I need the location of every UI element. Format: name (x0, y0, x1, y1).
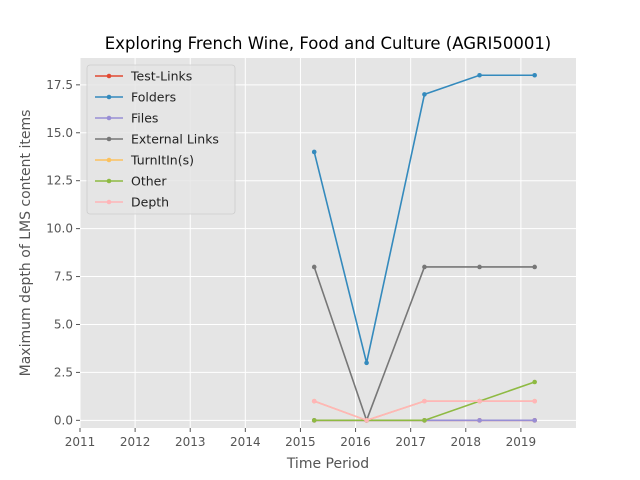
y-tick-label: 2.5 (54, 365, 73, 379)
x-tick-label: 2016 (340, 435, 371, 449)
legend-item: Depth (95, 195, 169, 210)
data-point-files (532, 418, 537, 423)
y-tick-label: 17.5 (46, 78, 73, 92)
data-point-folders (477, 72, 482, 78)
legend-swatch-marker (106, 115, 112, 121)
legend-label: Folders (131, 90, 176, 105)
data-point-external-links (422, 264, 427, 270)
legend-label: Depth (131, 195, 169, 210)
data-point-other (532, 379, 537, 385)
y-tick-label: 15.0 (46, 126, 73, 140)
legend-label: Files (131, 111, 158, 126)
legend-item: Folders (95, 90, 176, 105)
legend-item: Other (95, 174, 167, 189)
legend-item: TurnItIn(s) (95, 153, 194, 168)
legend-swatch-marker (106, 157, 112, 163)
x-tick-label: 2015 (285, 435, 316, 449)
x-tick-label: 2019 (506, 435, 537, 449)
x-axis-ticks: 2011 2012 2013 2014 2015 2016 2017 2018 2019 (65, 428, 536, 449)
data-point-depth (532, 398, 537, 404)
data-point-depth (422, 398, 427, 404)
data-point-other (311, 418, 317, 423)
data-point-folders (422, 92, 427, 97)
y-axis-label: Maximum depth of LMS content items (18, 110, 34, 377)
x-tick-label: 2013 (175, 435, 206, 449)
legend: Test-Links Folders Files External Links Turn… (86, 64, 236, 215)
data-point-folders (364, 360, 369, 366)
x-axis-label: Time Period (286, 456, 369, 472)
data-point-folders (311, 149, 317, 155)
y-tick-label: 5.0 (54, 317, 73, 331)
x-tick-label: 2018 (451, 435, 482, 449)
legend-swatch-marker (106, 94, 112, 100)
legend-item: External Links (95, 132, 219, 147)
legend-label: Other (131, 174, 167, 189)
x-tick-label: 2011 (65, 435, 96, 449)
data-point-folders (532, 72, 537, 78)
y-tick-label: 7.5 (54, 270, 73, 284)
data-point-external-links (532, 264, 537, 270)
legend-swatch-marker (106, 199, 112, 205)
data-point-depth (311, 398, 317, 404)
legend-swatch-marker (106, 136, 112, 142)
data-point-external-links (311, 264, 317, 270)
series-lines (311, 72, 537, 423)
data-point-depth (364, 418, 369, 423)
data-point-external-links (477, 264, 482, 270)
legend-item: Test-Links (95, 69, 192, 84)
x-tick-label: 2012 (120, 435, 151, 449)
legend-label: TurnItIn(s) (130, 153, 194, 168)
data-point-files (477, 418, 482, 423)
legend-frame (86, 64, 236, 215)
y-tick-label: 12.5 (46, 174, 73, 188)
series-depth (311, 398, 537, 423)
y-axis-ticks: 0.0 2.5 5.0 7.5 10.0 12.5 15.0 17.5 (46, 78, 80, 427)
data-point-other (422, 418, 427, 423)
data-point-depth (477, 398, 482, 404)
y-tick-label: 0.0 (54, 413, 73, 427)
legend-swatch-marker (106, 178, 112, 184)
y-tick-label: 10.0 (46, 222, 73, 236)
legend-swatch-marker (106, 73, 112, 79)
legend-label: External Links (131, 132, 219, 147)
x-tick-label: 2017 (395, 435, 426, 449)
chart-title: Exploring French Wine, Food and Culture … (105, 34, 552, 53)
series-folders (311, 72, 537, 366)
legend-label: Test-Links (130, 69, 192, 84)
x-tick-label: 2014 (230, 435, 261, 449)
legend-item: Files (95, 111, 158, 126)
